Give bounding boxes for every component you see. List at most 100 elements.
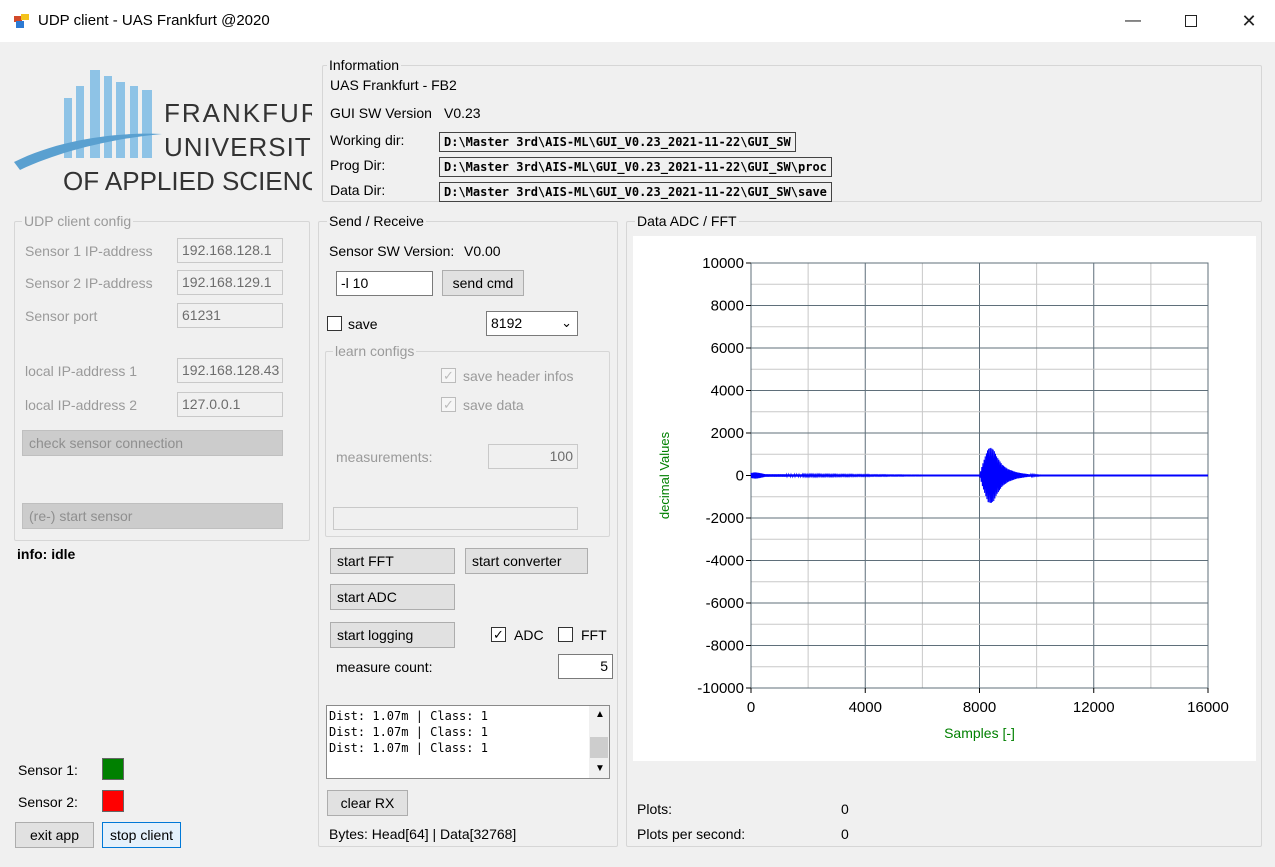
title-bar <box>0 0 1275 42</box>
measurements-label: measurements: <box>336 449 433 465</box>
logo-line2: UNIVERSITY <box>164 132 312 162</box>
check-sensor-connection-button[interactable]: check sensor connection <box>22 430 283 456</box>
rx-log-textbox[interactable]: Dist: 1.07m | Class: 1 Dist: 1.07m | Cla… <box>326 705 610 779</box>
size-select[interactable]: 8192 ⌄ <box>486 311 578 336</box>
window-title: UDP client - UAS Frankfurt @2020 <box>38 12 270 29</box>
y-tick-label: -10000 <box>697 680 744 697</box>
sensor2-status-label: Sensor 2: <box>18 794 78 810</box>
x-tick-label: 16000 <box>1187 699 1229 716</box>
data-panel-group-label: Data ADC / FFT <box>635 213 739 229</box>
minimize-button[interactable]: — <box>1104 0 1162 42</box>
send-receive-group <box>318 221 618 847</box>
prog-dir-label: Prog Dir: <box>330 157 386 173</box>
gui-version-value: V0.23 <box>444 105 481 121</box>
x-tick-label: 12000 <box>1073 699 1115 716</box>
local-ip1-field[interactable]: 192.168.128.43 <box>177 358 283 383</box>
progress-bar <box>333 507 578 530</box>
data-panel-group <box>626 221 1262 847</box>
send-receive-group-label: Send / Receive <box>327 213 426 229</box>
minimize-icon: — <box>1125 12 1141 29</box>
save-label: save <box>348 316 378 332</box>
org-label: UAS Frankfurt - FB2 <box>330 77 457 93</box>
start-fft-button[interactable]: start FFT <box>330 548 455 574</box>
y-tick-label: 2000 <box>711 425 744 442</box>
x-tick-label: 4000 <box>849 699 882 716</box>
sensor-port-label: Sensor port <box>25 308 98 324</box>
save-data-checkbox[interactable]: ✓ <box>441 397 456 412</box>
plots-per-second-value: 0 <box>841 826 849 842</box>
y-axis-label: decimal Values <box>657 431 672 519</box>
close-button[interactable]: ✕ <box>1220 0 1275 42</box>
university-logo: FRANKFURT UNIVERSITY OF APPLIED SCIENCES <box>14 70 312 196</box>
maximize-icon <box>1185 15 1197 27</box>
sensor1-status-indicator <box>102 758 124 780</box>
y-tick-label: 4000 <box>711 383 744 400</box>
sensor2-ip-label: Sensor 2 IP-address <box>25 275 153 291</box>
information-group-label: Information <box>327 57 402 73</box>
sensor2-status-indicator <box>102 790 124 812</box>
logo-bars <box>64 70 152 158</box>
learn-configs-group-label: learn configs <box>333 343 417 359</box>
local-ip2-field[interactable]: 127.0.0.1 <box>177 392 283 417</box>
start-converter-button[interactable]: start converter <box>465 548 588 574</box>
y-tick-label: 10000 <box>702 255 744 272</box>
y-tick-label: 6000 <box>711 340 744 357</box>
clear-rx-button[interactable]: clear RX <box>327 790 408 816</box>
send-cmd-button[interactable]: send cmd <box>442 270 524 296</box>
rx-log-text: Dist: 1.07m | Class: 1 Dist: 1.07m | Cla… <box>329 709 488 755</box>
plots-label: Plots: <box>637 801 673 817</box>
sensor1-ip-field[interactable]: 192.168.128.1 <box>177 238 283 263</box>
gui-version-label: GUI SW Version <box>330 105 432 121</box>
rx-log-scrollbar[interactable]: ▲ ▼ <box>589 706 609 778</box>
sensor-sw-version-value: V0.00 <box>464 243 501 259</box>
adc-chart: 0 4000 8000 12000 16000 10000 8000 6000 4000 2000… <box>657 255 1229 741</box>
command-input[interactable]: -l 10 <box>336 271 433 296</box>
exit-app-button[interactable]: exit app <box>15 822 94 848</box>
chevron-down-icon: ⌄ <box>561 315 572 330</box>
scroll-down-icon[interactable]: ▼ <box>595 763 605 774</box>
x-tick-label: 8000 <box>963 699 996 716</box>
x-tick-label: 0 <box>747 699 755 716</box>
measure-count-label: measure count: <box>336 659 433 675</box>
sensor-port-field[interactable]: 61231 <box>177 303 283 328</box>
maximize-button[interactable] <box>1162 0 1220 42</box>
y-tick-label: -6000 <box>706 595 744 612</box>
stop-client-button[interactable]: stop client <box>102 822 181 848</box>
scroll-up-icon[interactable]: ▲ <box>595 709 605 720</box>
fft-checkbox[interactable] <box>558 627 573 642</box>
bytes-info: Bytes: Head[64] | Data[32768] <box>329 826 517 842</box>
y-tick-label: -4000 <box>706 553 744 570</box>
chart-area[interactable]: 0 4000 8000 12000 16000 10000 8000 6000 4000 2000… <box>633 236 1256 761</box>
measure-count-field[interactable]: 5 <box>558 654 613 679</box>
adc-checkbox[interactable]: ✓ <box>491 627 506 642</box>
measurements-field[interactable]: 100 <box>488 444 578 469</box>
working-dir-value: D:\Master 3rd\AIS-ML\GUI_V0.23_2021-11-2… <box>439 132 796 152</box>
logo-line1: FRANKFURT <box>164 98 312 128</box>
y-tick-label: 8000 <box>711 298 744 315</box>
size-select-value: 8192 <box>491 315 523 331</box>
sensor2-ip-field[interactable]: 192.168.129.1 <box>177 270 283 295</box>
sensor-sw-version-label: Sensor SW Version: <box>329 243 455 259</box>
learn-configs-group <box>325 351 610 537</box>
start-adc-button[interactable]: start ADC <box>330 584 455 610</box>
restart-sensor-button[interactable]: (re-) start sensor <box>22 503 283 529</box>
y-tick-label: -8000 <box>706 638 744 655</box>
plots-per-second-label: Plots per second: <box>637 826 746 842</box>
y-tick-label: 0 <box>736 468 744 485</box>
save-data-label: save data <box>463 397 524 413</box>
app-icon <box>14 14 29 28</box>
local-ip1-label: local IP-address 1 <box>25 363 138 379</box>
fft-label: FFT <box>581 627 607 643</box>
save-header-infos-checkbox[interactable]: ✓ <box>441 368 456 383</box>
sensor1-ip-label: Sensor 1 IP-address <box>25 243 153 259</box>
close-icon: ✕ <box>1241 10 1257 31</box>
prog-dir-value: D:\Master 3rd\AIS-ML\GUI_V0.23_2021-11-2… <box>439 157 832 177</box>
logo-swoosh <box>14 133 162 170</box>
sensor1-status-label: Sensor 1: <box>18 762 78 778</box>
scroll-thumb[interactable] <box>590 737 608 758</box>
start-logging-button[interactable]: start logging <box>330 622 455 648</box>
save-checkbox[interactable] <box>327 316 342 331</box>
udp-config-group-label: UDP client config <box>22 213 134 229</box>
data-dir-label: Data Dir: <box>330 182 386 198</box>
x-axis-label: Samples [-] <box>944 725 1015 741</box>
